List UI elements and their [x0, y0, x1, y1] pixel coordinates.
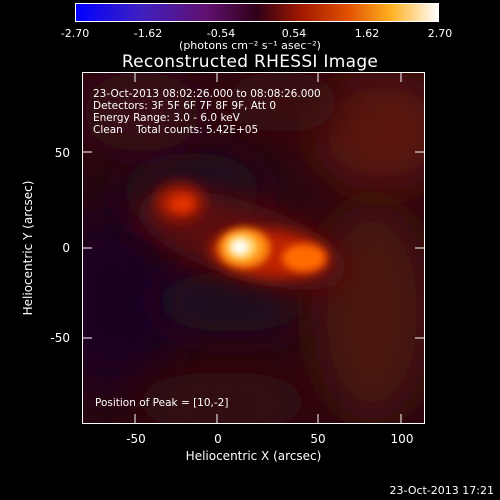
timestamp: 23-Oct-2013 17:21	[389, 484, 494, 497]
image-title: Reconstructed RHESSI Image	[121, 52, 379, 72]
time-range: 23-Oct-2013 08:02:26.000 to 08:08:26.000	[93, 88, 321, 100]
energy-range: Energy Range: 3.0 - 6.0 keV	[93, 112, 240, 124]
x-axis-label: Heliocentric X (arcsec)	[185, 449, 322, 463]
y-axis-label: Heliocentric Y (arcsec)	[21, 180, 35, 316]
colorbar-tick: 1.62	[354, 27, 380, 40]
y-tick: 50	[54, 146, 70, 160]
solar-image	[82, 72, 425, 424]
x-tick: 50	[310, 432, 326, 446]
detectors: Detectors: 3F 5F 6F 7F 8F 9F, Att 0	[93, 100, 277, 112]
colorbar-tick: -2.70	[60, 27, 90, 40]
clean-total-counts: Clean Total counts: 5.42E+05	[93, 124, 259, 136]
peak-position: Position of Peak = [10,-2]	[95, 397, 229, 409]
y-tick: -50	[50, 331, 70, 345]
x-tick: 0	[214, 432, 222, 446]
y-tick: 0	[62, 241, 70, 255]
colorbar	[75, 3, 439, 22]
x-tick: -50	[126, 432, 146, 446]
observation-info: 23-Oct-2013 08:02:26.000 to 08:08:26.000…	[93, 88, 321, 136]
colorbar-tick: 0.54	[281, 27, 307, 40]
colorbar-units: (photons cm⁻² s⁻¹ asec⁻²)	[179, 39, 321, 52]
x-tick: 100	[390, 432, 414, 446]
colorbar-tick: -0.54	[206, 27, 236, 40]
colorbar-tick: -1.62	[133, 27, 163, 40]
colorbar-tick: 2.70	[427, 27, 453, 40]
